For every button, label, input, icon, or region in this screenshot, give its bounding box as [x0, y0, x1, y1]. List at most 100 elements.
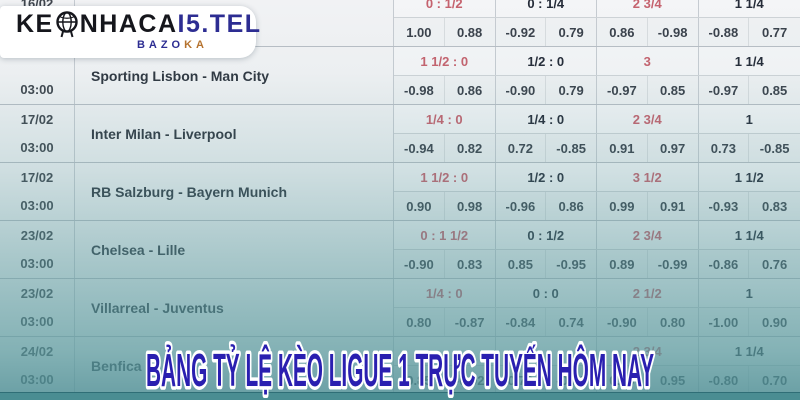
odds-cell[interactable]: 0.83: [445, 250, 496, 278]
handicap-cell: 1 1/4: [734, 0, 764, 11]
odds-cell[interactable]: -0.90: [597, 308, 648, 336]
handicap-cell: 1: [745, 285, 753, 301]
match-date: 23/02: [20, 285, 54, 301]
match-name: Villarreal - Juventus: [75, 279, 394, 336]
odds-cell[interactable]: -0.85: [759, 140, 790, 156]
odds-cell[interactable]: 0.70: [761, 372, 788, 388]
odds-columns: 0 : 1/2 0 : 1/4 2 3/4 1 1/4 1.00 0.88 -0…: [394, 0, 800, 46]
date-time-column: 17/02 03:00: [0, 163, 75, 220]
odds-cell[interactable]: -1.00: [699, 308, 750, 336]
site-logo[interactable]: KE NHACA I5.TEL BAZOKA: [0, 6, 260, 58]
odds-cell[interactable]: 0.86: [546, 192, 597, 220]
odds-cell[interactable]: -0.84: [496, 308, 547, 336]
odds-cell[interactable]: 0.99: [597, 192, 648, 220]
match-row: 23/02 03:00 Chelsea - Lille 0 : 1 1/2 0 …: [0, 221, 800, 279]
odds-cell[interactable]: 0.73: [699, 134, 750, 162]
handicap-row: 1 1/2 : 0 1/2 : 0 3 1 1/4: [394, 47, 800, 76]
date-time-column: 23/02 03:00: [0, 221, 75, 278]
handicap-row: 2 3/4 1 1/4: [394, 337, 800, 366]
odds-cell[interactable]: 0.77: [761, 24, 788, 40]
odds-cell[interactable]: -0.96: [496, 192, 547, 220]
odds-cell[interactable]: 0.80: [394, 308, 445, 336]
handicap-cell: 1/2 : 0: [496, 163, 597, 191]
odds-cell[interactable]: 0.83: [761, 198, 788, 214]
odds-cell[interactable]: 0.89: [597, 250, 648, 278]
odds-cell[interactable]: -0.80: [699, 366, 750, 394]
odds-cell[interactable]: -0.92: [445, 366, 496, 394]
logo-text-mid: NHACA: [79, 10, 178, 38]
odds-cell[interactable]: 0.85: [761, 82, 788, 98]
handicap-cell: 3: [597, 47, 699, 75]
odds-cell[interactable]: -0.95: [546, 250, 597, 278]
odds-cell[interactable]: -0.98: [394, 76, 445, 104]
odds-cell[interactable]: -0.86: [699, 250, 750, 278]
handicap-cell: 1 1/2 : 0: [394, 163, 496, 191]
odds-cell[interactable]: -0.90: [394, 250, 445, 278]
match-row: 17/02 03:00 Inter Milan - Liverpool 1/4 …: [0, 105, 800, 163]
odds-cell[interactable]: 0.95: [648, 366, 699, 394]
odds-cell[interactable]: 0.85: [394, 366, 445, 394]
handicap-cell: 1/2 : 0: [496, 47, 597, 75]
odds-cell[interactable]: -0.92: [496, 18, 547, 46]
odds-columns: 2 3/4 1 1/4 0.85 -0.92 0.76 -0.86 0.95 0…: [394, 337, 800, 394]
odds-cell[interactable]: 0.86: [445, 76, 496, 104]
odds-cell[interactable]: 0.82: [445, 134, 496, 162]
handicap-row: 1/4 : 0 0 : 0 2 1/2 1: [394, 279, 800, 308]
odds-cell[interactable]: -0.93: [699, 192, 750, 220]
odds-cell[interactable]: -0.88: [699, 18, 750, 46]
match-name: Chelsea - Lille: [75, 221, 394, 278]
logo-text-suffix: I5.TEL: [177, 10, 262, 38]
odds-cell[interactable]: 0.76: [761, 256, 788, 272]
odds-columns: 0 : 1 1/2 0 : 1/2 2 3/4 1 1/4 -0.90 0.83…: [394, 221, 800, 278]
odds-cell[interactable]: 0.79: [546, 76, 597, 104]
odds-cell[interactable]: -0.85: [546, 134, 597, 162]
handicap-cell: [496, 337, 597, 365]
odds-cell[interactable]: 0.79: [546, 18, 597, 46]
odds-cell[interactable]: -0.97: [699, 76, 750, 104]
odds-cell[interactable]: 0.90: [394, 192, 445, 220]
handicap-row: 0 : 1 1/2 0 : 1/2 2 3/4 1 1/4: [394, 221, 800, 250]
odds-cell[interactable]: -0.86: [546, 366, 597, 394]
handicap-cell: 1 1/4: [734, 343, 764, 359]
odds-cell[interactable]: 0.88: [445, 18, 496, 46]
odds-cell[interactable]: -0.90: [496, 76, 547, 104]
odds-row: 0.90 0.98 -0.96 0.86 0.99 0.91 -0.93 0.8…: [394, 192, 800, 220]
tagline-main: BAZO: [136, 39, 185, 51]
handicap-cell: 0 : 1/4: [496, 0, 597, 17]
odds-cell[interactable]: -0.87: [445, 308, 496, 336]
odds-cell[interactable]: 0.74: [546, 308, 597, 336]
handicap-cell: 3 1/2: [597, 163, 699, 191]
odds-cell[interactable]: 0.97: [648, 134, 699, 162]
handicap-cell: 1 1/4: [734, 53, 764, 69]
odds-cell[interactable]: 0.91: [648, 192, 699, 220]
match-name: RB Salzburg - Bayern Munich: [75, 163, 394, 220]
odds-cell[interactable]: 0.91: [597, 134, 648, 162]
odds-cell[interactable]: -0.97: [597, 76, 648, 104]
odds-cell[interactable]: -0.99: [648, 250, 699, 278]
odds-cell[interactable]: 1.00: [394, 18, 445, 46]
odds-cell[interactable]: 0.85: [496, 250, 547, 278]
odds-cell[interactable]: 0.90: [761, 314, 788, 330]
odds-cell[interactable]: 0.72: [496, 134, 547, 162]
odds-row: -0.94 0.82 0.72 -0.85 0.91 0.97 0.73 -0.…: [394, 134, 800, 162]
odds-cell[interactable]: -0.98: [648, 18, 699, 46]
odds-cell[interactable]: 0.95: [597, 366, 648, 394]
odds-cell[interactable]: 0.98: [445, 192, 496, 220]
match-name: Inter Milan - Liverpool: [75, 105, 394, 162]
handicap-cell: 1 1/4: [734, 227, 764, 243]
odds-cell[interactable]: 0.80: [648, 308, 699, 336]
odds-cell[interactable]: -0.94: [394, 134, 445, 162]
odds-row: 0.85 -0.92 0.76 -0.86 0.95 0.95 -0.80 0.…: [394, 366, 800, 394]
odds-cell[interactable]: 0.76: [496, 366, 547, 394]
odds-columns: 1/4 : 0 1/4 : 0 2 3/4 1 -0.94 0.82 0.72 …: [394, 105, 800, 162]
handicap-cell: 2 3/4: [597, 337, 699, 365]
match-date: 23/02: [20, 227, 54, 243]
date-time-column: 17/02 03:00: [0, 105, 75, 162]
handicap-cell: 1/4 : 0: [394, 279, 496, 307]
odds-cell[interactable]: 0.86: [597, 18, 648, 46]
odds-cell[interactable]: 0.85: [648, 76, 699, 104]
match-name: Benfica: [75, 337, 394, 394]
match-row: 24/02 03:00 Benfica 2 3/4 1 1/4 0.85 -0.…: [0, 337, 800, 395]
handicap-cell: 0 : 0: [496, 279, 597, 307]
match-time: 03:00: [20, 198, 54, 214]
